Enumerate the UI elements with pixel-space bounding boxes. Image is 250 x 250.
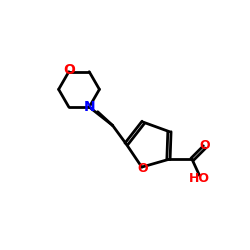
Text: HO: HO: [189, 172, 210, 185]
Text: O: O: [138, 162, 148, 175]
Text: O: O: [63, 64, 75, 78]
Text: N: N: [84, 100, 96, 114]
Text: O: O: [200, 139, 210, 152]
